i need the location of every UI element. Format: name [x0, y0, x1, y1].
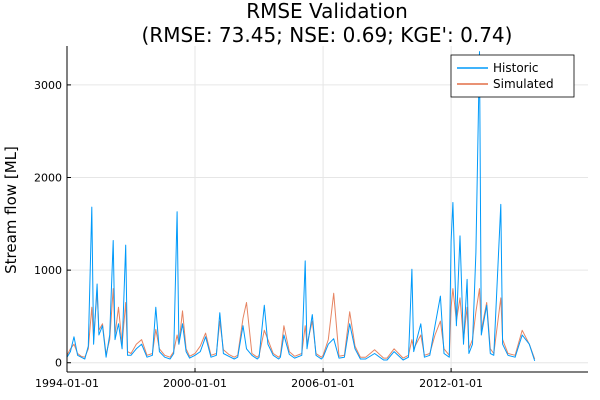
x-tick-label: 2000-01-01 — [163, 377, 227, 390]
grid — [66, 46, 588, 372]
y-tick-label: 1000 — [34, 264, 62, 277]
chart-subtitle: (RMSE: 73.45; NSE: 0.69; KGE': 0.74) — [142, 23, 513, 47]
series-layer — [66, 51, 536, 362]
legend-label-simulated: Simulated — [493, 77, 554, 91]
x-ticks: 1994-01-01 2000-01-01 2006-01-01 2012-01-01 — [35, 368, 483, 390]
x-tick-label: 2012-01-01 — [419, 377, 483, 390]
legend-label-historic: Historic — [493, 61, 539, 75]
legend-box — [450, 54, 575, 98]
y-ticks: 0 1000 2000 3000 — [34, 79, 71, 370]
axes — [66, 46, 588, 373]
y-tick-label: 2000 — [34, 172, 62, 185]
chart-title: RMSE Validation — [246, 0, 408, 23]
x-tick-label: 2006-01-01 — [291, 377, 355, 390]
x-tick-label: 1994-01-01 — [35, 377, 99, 390]
y-tick-label: 3000 — [34, 79, 62, 92]
y-tick-label: 0 — [55, 357, 62, 370]
series-line-historic — [66, 51, 536, 362]
legend: Historic Simulated — [450, 54, 575, 98]
y-axis-label: Stream flow [ML] — [2, 146, 20, 274]
